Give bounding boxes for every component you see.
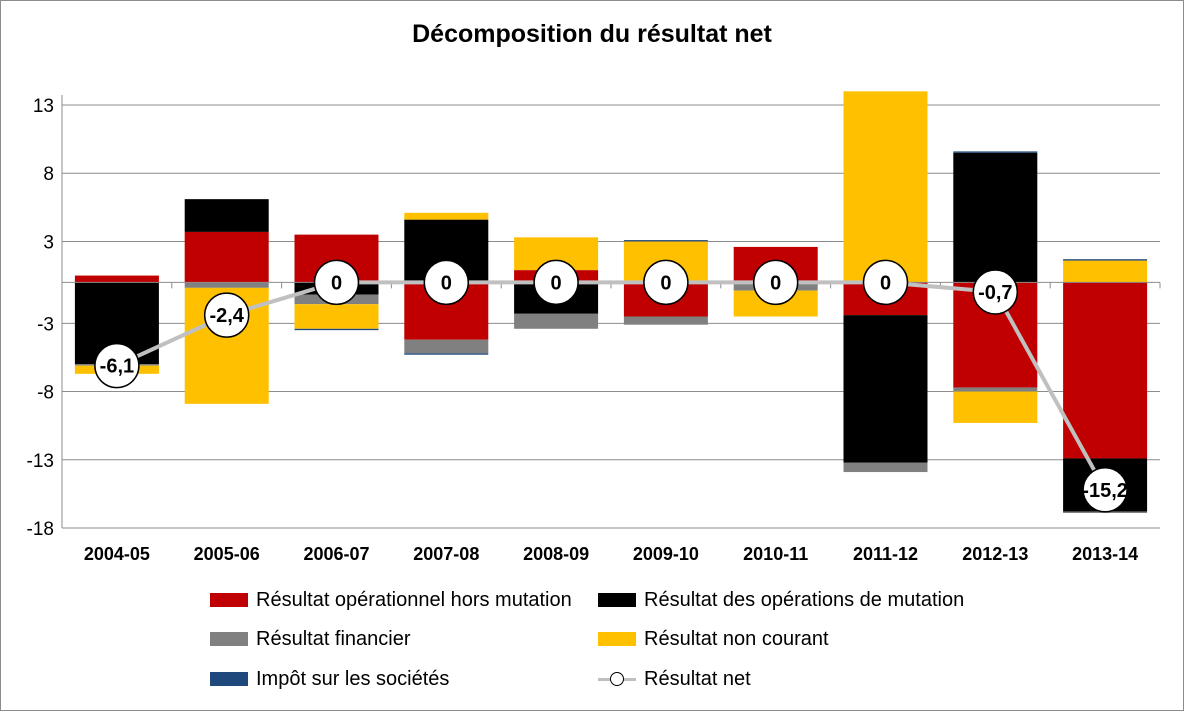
resultat-net-data-label: 0 xyxy=(551,272,562,294)
legend-label: Résultat opérationnel hors mutation xyxy=(256,588,572,611)
x-category-label: 2008-09 xyxy=(523,544,589,564)
bar-segment xyxy=(623,240,708,242)
x-category-label: 2011-12 xyxy=(853,544,918,564)
x-category-label: 2013-14 xyxy=(1072,544,1138,564)
x-category-label: 2006-07 xyxy=(303,544,369,564)
legend-swatch-operationnel xyxy=(210,593,248,607)
bar-segment xyxy=(184,282,269,288)
x-category-label: 2009-10 xyxy=(633,544,699,564)
resultat-net-data-label: -2,4 xyxy=(209,305,244,327)
bar-segment xyxy=(953,391,1038,423)
legend-item-resultat-net: Résultat net xyxy=(598,667,751,691)
bar-segment xyxy=(1063,259,1148,261)
legend-swatch-impot xyxy=(210,672,248,686)
resultat-net-marker xyxy=(533,259,579,306)
resultat-net-marker xyxy=(423,259,470,306)
resultat-net-marker xyxy=(203,292,250,338)
y-tick-label: -18 xyxy=(27,519,54,540)
resultat-net-data-label: -6,1 xyxy=(100,356,134,378)
resultat-net-marker xyxy=(313,259,360,306)
legend-swatch-financier xyxy=(210,632,248,646)
x-category-label: 2012-13 xyxy=(962,544,1028,564)
legend-item-mutation: Résultat des opérations de mutation xyxy=(598,588,964,612)
bar-segment xyxy=(843,91,928,283)
bar-segment xyxy=(843,315,928,463)
bar-segment xyxy=(514,313,599,329)
x-category-label: 2005-06 xyxy=(194,544,260,564)
bar-segment xyxy=(184,231,269,283)
bar-segment xyxy=(623,316,708,325)
bar-segment xyxy=(953,387,1038,392)
bar-segment xyxy=(953,152,1038,283)
resultat-net-marker xyxy=(752,259,799,306)
bar-segment xyxy=(294,328,379,331)
resultat-net-data-label: 0 xyxy=(880,272,891,294)
resultat-net-data-label: -0,7 xyxy=(978,282,1012,304)
bar-segment xyxy=(404,353,489,355)
resultat-net-marker xyxy=(643,259,689,306)
legend-label: Résultat financier xyxy=(256,627,411,650)
bar-segment xyxy=(294,304,379,329)
legend-item-non-courant: Résultat non courant xyxy=(598,627,829,651)
resultat-net-data-label: 0 xyxy=(660,272,671,294)
legend-line-marker-icon xyxy=(598,672,636,686)
bar-segment xyxy=(404,339,489,354)
bar-segment xyxy=(843,462,928,473)
legend-label: Impôt sur les sociétés xyxy=(256,667,450,690)
y-tick-label: -13 xyxy=(27,451,54,472)
y-tick-label: 3 xyxy=(43,232,54,253)
resultat-net-marker xyxy=(94,342,140,389)
bar-segment xyxy=(953,151,1038,153)
bar-segment xyxy=(1063,282,1148,459)
legend-item-operationnel: Résultat opérationnel hors mutation xyxy=(210,588,572,612)
y-tick-label: 8 xyxy=(43,164,54,185)
bar-segment xyxy=(74,275,159,283)
legend-label: Résultat des opérations de mutation xyxy=(644,588,965,611)
bar-segment xyxy=(184,199,269,232)
resultat-net-marker xyxy=(972,269,1019,315)
resultat-net-marker xyxy=(862,259,909,306)
y-tick-label: 13 xyxy=(33,96,54,117)
legend-swatch-non-courant xyxy=(598,632,636,646)
chart-title: Décomposition du résultat net xyxy=(412,20,772,48)
legend-label: Résultat non courant xyxy=(644,627,829,650)
y-tick-label: -8 xyxy=(37,383,54,404)
resultat-net-marker xyxy=(1082,467,1128,513)
bar-segment xyxy=(1063,260,1148,283)
legend-item-impot: Impôt sur les sociétés xyxy=(210,667,449,691)
x-category-label: 2007-08 xyxy=(413,544,479,564)
y-tick-label: -3 xyxy=(37,314,54,335)
resultat-net-data-label: 0 xyxy=(441,272,452,294)
resultat-net-data-label: 0 xyxy=(770,272,781,294)
resultat-net-data-label: -15,2 xyxy=(1082,480,1128,502)
bar-segment xyxy=(404,212,489,220)
resultat-net-data-label: 0 xyxy=(331,272,342,294)
resultat-net-line xyxy=(116,280,1107,491)
x-category-label: 2004-05 xyxy=(84,544,150,564)
x-category-label: 2010-11 xyxy=(743,544,808,564)
legend-item-financier: Résultat financier xyxy=(210,627,411,651)
legend-swatch-mutation xyxy=(598,593,636,607)
legend-label: Résultat net xyxy=(644,667,751,690)
